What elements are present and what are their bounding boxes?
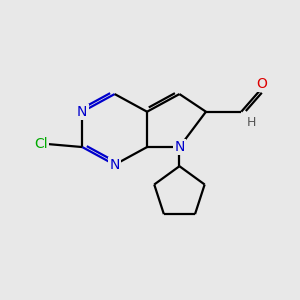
Text: H: H: [247, 116, 256, 128]
Text: Cl: Cl: [34, 137, 48, 151]
Text: N: N: [174, 140, 184, 154]
Text: N: N: [110, 158, 120, 172]
Text: O: O: [256, 77, 267, 91]
Text: N: N: [77, 105, 88, 119]
